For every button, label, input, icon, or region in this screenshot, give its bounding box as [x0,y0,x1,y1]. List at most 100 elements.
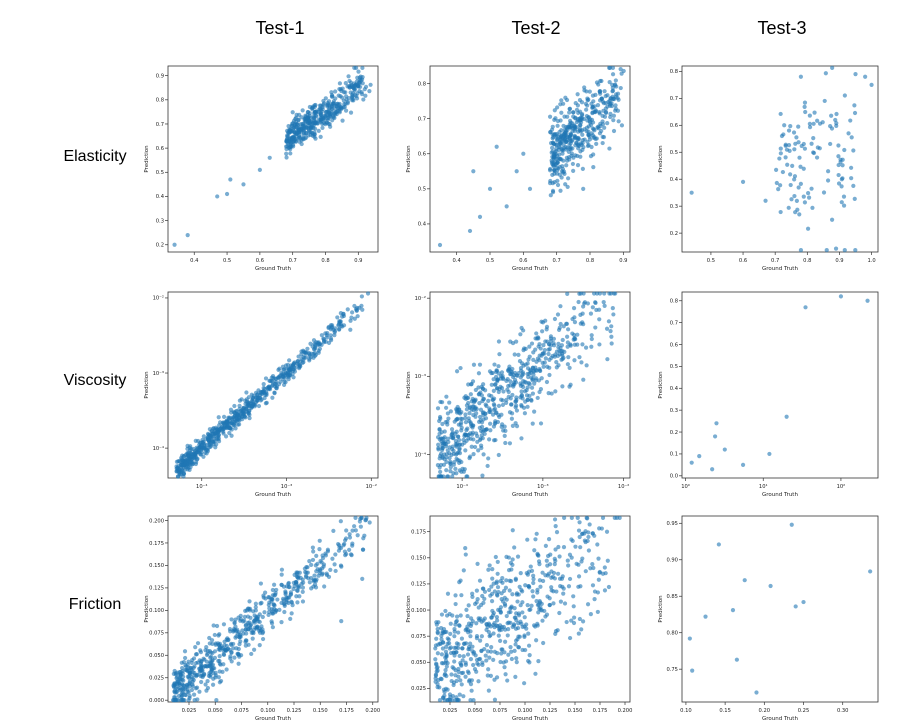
viscosity-test-2-y-tick-label: 10⁻⁴ [415,452,426,458]
friction-test-2-point [573,544,578,549]
elasticity-test-1-point [288,151,293,156]
elasticity-test-3-y-tick-label: 0.6 [670,123,678,129]
friction-test-1-point [342,541,347,547]
friction-test-2-point [484,643,489,648]
viscosity-test-1-point [237,403,242,408]
viscosity-test-2-point [457,442,463,447]
elasticity-test-2-point [555,182,561,188]
viscosity-test-2-panel: 10⁻⁴ 10⁻³ 10⁻² 10⁻⁴ 10⁻³ 10⁻² Ground Truth Pred… [406,291,631,498]
viscosity-test-2-point [446,439,451,445]
friction-test-1-point [187,693,192,699]
friction-test-2-point [457,580,462,585]
friction-test-2-point [516,611,521,616]
viscosity-test-2-point [510,423,515,428]
viscosity-test-1-point [202,441,207,447]
elasticity-test-2-point [585,96,590,101]
friction-test-3-x-axis-label: Ground Truth [762,716,798,722]
viscosity-test-2-point [488,421,493,426]
friction-test-2-point [503,585,509,590]
viscosity-test-2-point [530,421,535,426]
elasticity-test-3-point [852,196,857,201]
friction-test-3-x-tick-label: 0.10 [680,708,692,714]
friction-test-1-point [360,576,365,582]
viscosity-test-2-point [497,352,502,357]
viscosity-test-1-point [291,375,296,380]
elasticity-test-2-point [575,92,580,97]
friction-test-2-point [569,515,574,520]
friction-test-1-point [217,669,222,674]
elasticity-test-2-point [602,125,607,130]
viscosity-test-2-point [518,395,523,400]
friction-test-1-point [283,590,288,595]
viscosity-test-1-point [201,454,206,459]
elasticity-test-2-point [556,166,561,171]
elasticity-test-2-point [603,109,609,115]
elasticity-test-1-point [172,242,177,247]
elasticity-test-3-y-axis-label: Prediction [658,145,664,173]
friction-test-3-point [768,583,773,589]
elasticity-test-1-point [313,126,318,131]
friction-test-2-point [494,579,499,584]
viscosity-test-2-point [444,468,449,473]
friction-test-2-point [458,678,463,683]
elasticity-test-1-panel: 0.4 0.5 0.6 0.7 0.8 0.9 0.2 0.3 0.4 0.5 0.6 0.7 0.8 0… [144,65,379,272]
friction-test-1-point [272,606,277,612]
elasticity-test-2-point [580,166,585,171]
friction-test-2-y-tick-label: 0.175 [411,529,426,535]
friction-test-2-point [498,638,503,643]
friction-test-1-point [282,609,287,615]
friction-test-1-point [297,594,302,599]
elasticity-test-1-point [320,125,325,130]
friction-test-1-point [262,610,267,615]
elasticity-test-1-point [340,86,345,91]
elasticity-test-1-point [338,104,343,109]
friction-test-2-point [525,603,530,608]
elasticity-test-2-point [614,92,619,97]
elasticity-test-2-point [577,116,582,121]
viscosity-test-2-point [570,316,575,322]
elasticity-test-3-y-tick-label: 0.7 [670,96,678,102]
viscosity-test-1-point [359,303,364,308]
friction-test-2-point [527,660,532,665]
elasticity-test-2-point [558,137,563,142]
viscosity-test-2-point [437,414,443,420]
friction-test-1-point [358,524,363,529]
elasticity-test-1-point [354,96,360,101]
elasticity-test-2-point [595,125,600,130]
viscosity-test-2-point [583,345,589,350]
viscosity-test-2-point [521,348,526,353]
friction-test-2-point [475,596,480,602]
friction-test-2-point [489,645,494,650]
friction-test-1-point [315,567,320,572]
viscosity-test-2-point [518,366,524,371]
elasticity-test-3-point [807,125,813,130]
friction-test-2-point [586,530,591,535]
friction-test-1-point [309,575,314,581]
friction-test-2-point [562,515,567,520]
friction-test-1-point [333,568,338,574]
viscosity-test-2-point [597,342,602,347]
viscosity-test-2-point [447,400,452,405]
friction-test-2-point [596,556,601,561]
friction-test-2-point [487,655,492,660]
friction-test-3-x-tick-label: 0.15 [719,708,731,714]
viscosity-test-1-x-tick-label: 10⁻³ [281,484,292,490]
friction-test-1-point [270,587,275,593]
viscosity-test-2-point [528,397,534,402]
friction-test-2-point [500,647,505,652]
elasticity-test-1-x-tick-label: 0.9 [354,258,362,264]
elasticity-test-1-point [350,98,355,103]
viscosity-test-2-point [492,421,497,426]
friction-test-2-point [509,605,514,610]
viscosity-test-2-point [572,342,577,347]
elasticity-test-3-point [806,191,811,196]
elasticity-test-1-point [368,82,373,87]
elasticity-test-1-point [318,103,324,108]
friction-test-1-point [344,528,349,533]
viscosity-test-2-point [501,389,506,394]
friction-test-2-point [567,552,573,557]
viscosity-test-1-point [317,342,322,347]
viscosity-test-2-point [545,364,550,369]
viscosity-test-2-point [566,327,571,332]
viscosity-test-2-point [460,416,465,422]
